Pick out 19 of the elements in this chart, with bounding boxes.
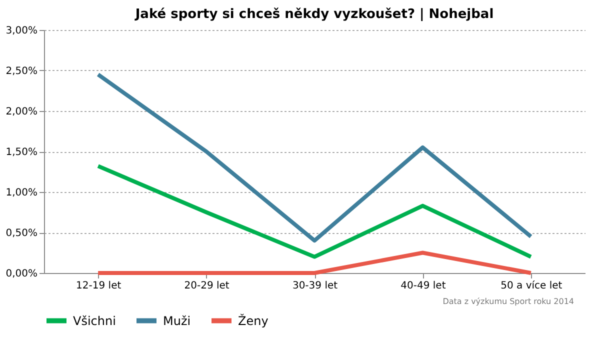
y-tick-label: 0,50% — [6, 228, 38, 239]
x-tick-label: 30-39 let — [292, 280, 338, 292]
legend-label: Všichni — [73, 314, 116, 328]
y-tick-label: 1,50% — [6, 147, 38, 158]
x-tick-label: 50 a více let — [500, 280, 562, 292]
legend-label: Muži — [163, 314, 191, 328]
legend-label: Ženy — [238, 312, 268, 328]
line-series — [96, 72, 533, 243]
x-tick-label: 12-19 let — [76, 280, 122, 292]
chart-title: Jaké sporty si chceš někdy vyzkoušet? | Nohejbal — [134, 7, 494, 22]
y-tick-label: 0,00% — [6, 268, 38, 280]
y-tick-label: 2,00% — [6, 106, 38, 118]
y-tick-label: 3,00% — [6, 26, 38, 36]
x-tick-label: 40-49 let — [400, 280, 446, 292]
text: Data z výzkumu Sport roku 2014 — [442, 297, 574, 306]
y-tick-label: 2,50% — [6, 66, 38, 77]
x-tick-label: 20-29 let — [184, 280, 230, 292]
line-series — [96, 164, 533, 259]
y-tick-label: 1,00% — [6, 188, 38, 198]
